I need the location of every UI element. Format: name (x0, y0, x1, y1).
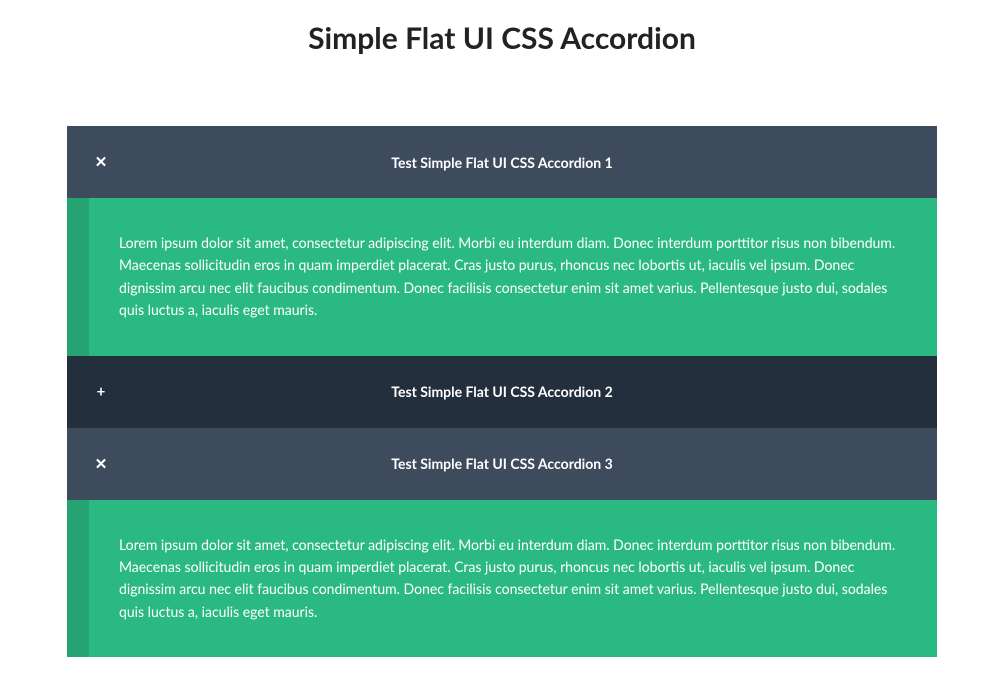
accordion-item: ✕ Test Simple Flat UI CSS Accordion 1 Lo… (67, 126, 937, 356)
accordion-panel-1: Lorem ipsum dolor sit amet, consectetur … (67, 198, 937, 356)
accordion-title: Test Simple Flat UI CSS Accordion 2 (135, 383, 937, 400)
close-icon: ✕ (67, 455, 135, 473)
accordion-header-3[interactable]: ✕ Test Simple Flat UI CSS Accordion 3 (67, 428, 937, 500)
accordion: ✕ Test Simple Flat UI CSS Accordion 1 Lo… (67, 126, 937, 657)
accent-stripe (67, 198, 89, 356)
accordion-body: Lorem ipsum dolor sit amet, consectetur … (89, 500, 937, 658)
page: Simple Flat UI CSS Accordion ✕ Test Simp… (0, 0, 1004, 657)
plus-icon: + (67, 383, 135, 401)
accordion-item: + Test Simple Flat UI CSS Accordion 2 (67, 356, 937, 428)
accordion-title: Test Simple Flat UI CSS Accordion 1 (135, 154, 937, 171)
accordion-panel-3: Lorem ipsum dolor sit amet, consectetur … (67, 500, 937, 658)
accordion-body: Lorem ipsum dolor sit amet, consectetur … (89, 198, 937, 356)
accordion-title: Test Simple Flat UI CSS Accordion 3 (135, 455, 937, 472)
accordion-header-1[interactable]: ✕ Test Simple Flat UI CSS Accordion 1 (67, 126, 937, 198)
close-icon: ✕ (67, 153, 135, 171)
accordion-item: ✕ Test Simple Flat UI CSS Accordion 3 Lo… (67, 428, 937, 658)
accordion-header-2[interactable]: + Test Simple Flat UI CSS Accordion 2 (67, 356, 937, 428)
accent-stripe (67, 500, 89, 658)
page-title: Simple Flat UI CSS Accordion (0, 20, 1004, 56)
